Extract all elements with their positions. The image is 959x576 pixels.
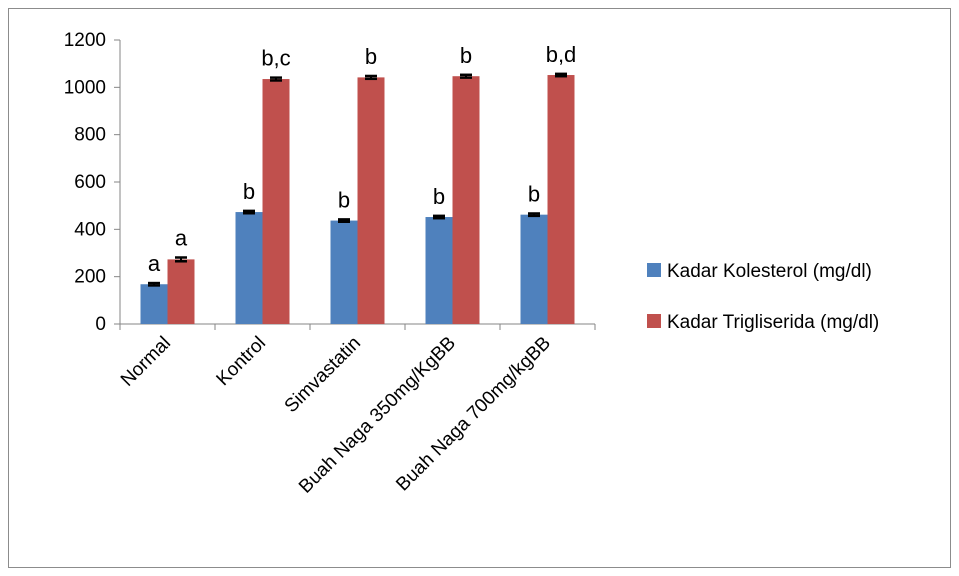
legend-swatch xyxy=(647,263,661,277)
bar-kolesterol xyxy=(140,284,168,324)
significance-label: b xyxy=(365,44,377,69)
significance-label: b xyxy=(243,179,255,204)
y-tick-label: 600 xyxy=(74,172,106,193)
legend: Kadar Kolesterol (mg/dl) Kadar Trigliseri… xyxy=(647,261,879,333)
legend-label: Kadar Kolesterol (mg/dl) xyxy=(667,261,872,282)
y-tick-label: 200 xyxy=(74,267,106,288)
bar-trigliserida xyxy=(357,77,385,324)
significance-label: b xyxy=(528,181,540,206)
x-category-label: Simvastatin xyxy=(281,333,365,417)
legend-swatch xyxy=(647,314,661,328)
bar-kolesterol xyxy=(520,214,548,324)
y-tick-label: 0 xyxy=(95,314,106,335)
x-category-label: Kontrol xyxy=(213,333,270,390)
y-tick-label: 1000 xyxy=(64,77,106,98)
y-tick-label: 400 xyxy=(74,219,106,240)
bar-trigliserida xyxy=(547,75,575,324)
y-tick-label: 800 xyxy=(74,125,106,146)
significance-label: b xyxy=(433,184,445,209)
legend-label: Kadar Trigliserida (mg/dl) xyxy=(667,312,879,333)
x-category-label: Buah Naga 350mg/KgBB xyxy=(295,333,460,498)
significance-label: a xyxy=(148,251,161,276)
x-category-label: Normal xyxy=(117,333,175,391)
significance-label: b xyxy=(338,187,350,212)
significance-label: b xyxy=(460,43,472,68)
bars-layer xyxy=(140,72,575,325)
significance-label: b,c xyxy=(261,46,290,71)
significance-label: b,d xyxy=(546,42,577,67)
bar-trigliserida xyxy=(452,76,480,325)
x-category-label: Buah Naga 700mg/kgBB xyxy=(392,333,555,496)
y-tick-label: 1200 xyxy=(64,30,106,51)
significance-label: a xyxy=(175,225,188,250)
bar-kolesterol xyxy=(235,212,263,324)
bar-trigliserida xyxy=(167,259,195,324)
bar-kolesterol xyxy=(330,220,358,324)
bar-trigliserida xyxy=(262,79,290,324)
axes-layer: 0 200 400 600 800 1000 1200 xyxy=(64,30,596,335)
bar-kolesterol xyxy=(425,217,453,324)
